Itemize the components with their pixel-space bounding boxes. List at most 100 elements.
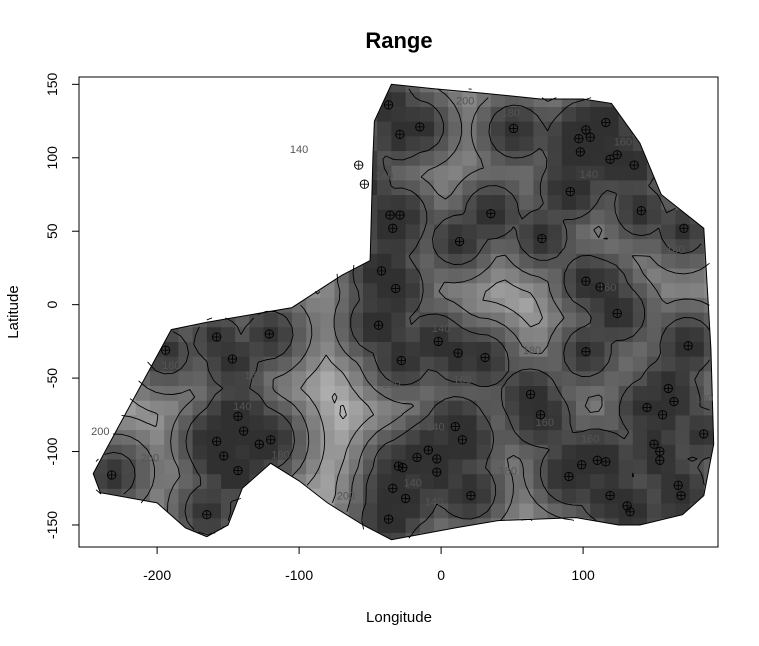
- raster-cell: [604, 458, 620, 475]
- raster-cell: [703, 356, 714, 372]
- sample-point: [395, 129, 405, 139]
- raster-cell: [377, 194, 392, 210]
- raster-cell: [178, 312, 194, 328]
- raster-cell: [277, 502, 293, 519]
- raster-cell: [391, 253, 407, 269]
- raster-cell: [206, 473, 222, 489]
- raster-cell: [547, 223, 563, 240]
- raster-cell: [206, 165, 222, 181]
- raster-cell: [391, 502, 407, 519]
- raster-cell: [306, 444, 321, 460]
- raster-cell: [263, 121, 279, 137]
- raster-cell: [150, 135, 165, 152]
- raster-cell: [150, 84, 165, 93]
- raster-cell: [490, 150, 506, 166]
- raster-cell: [547, 84, 563, 93]
- raster-cell: [462, 121, 478, 137]
- raster-cell: [363, 473, 378, 489]
- sample-point: [219, 451, 229, 461]
- raster-cell: [391, 488, 407, 504]
- raster-cell: [703, 370, 714, 387]
- raster-cell: [647, 267, 662, 284]
- raster-cell: [547, 297, 563, 313]
- raster-cell: [334, 179, 350, 196]
- raster-cell: [561, 297, 577, 313]
- raster-cell: [618, 458, 634, 475]
- raster-cell: [348, 223, 364, 240]
- raster-cell: [93, 253, 94, 269]
- raster-cell: [391, 106, 407, 122]
- raster-cell: [107, 121, 123, 137]
- raster-cell: [292, 326, 307, 342]
- raster-cell: [604, 238, 620, 254]
- raster-cell: [405, 238, 421, 254]
- raster-cell: [689, 209, 705, 225]
- raster-cell: [93, 209, 108, 225]
- raster-cell: [164, 179, 179, 196]
- raster-cell: [561, 209, 577, 225]
- raster-cell: [363, 502, 378, 519]
- x-tick-label: -200: [143, 567, 171, 583]
- raster-cell: [448, 150, 463, 166]
- raster-cell: [547, 385, 563, 401]
- raster-cell: [490, 121, 506, 137]
- raster-cell: [476, 121, 492, 137]
- raster-cell: [490, 341, 506, 357]
- raster-cell: [647, 238, 662, 254]
- raster-cell: [661, 532, 676, 540]
- raster-cell: [377, 209, 392, 225]
- raster-cell: [192, 209, 208, 225]
- raster-cell: [121, 135, 137, 152]
- raster-cell: [348, 341, 364, 357]
- raster-cell: [249, 341, 265, 357]
- raster-cell: [476, 385, 492, 401]
- raster-cell: [221, 532, 236, 540]
- raster-cell: [533, 165, 549, 181]
- raster-cell: [150, 253, 165, 269]
- sample-point: [454, 236, 465, 247]
- raster-cell: [221, 91, 236, 107]
- raster-cell: [448, 91, 463, 107]
- raster-cell: [192, 179, 208, 196]
- raster-cell: [277, 400, 293, 416]
- raster-cell: [561, 106, 577, 122]
- raster-cell: [561, 326, 577, 342]
- raster-cell: [93, 385, 108, 401]
- raster-cell: [661, 106, 676, 122]
- sample-point: [679, 223, 689, 233]
- sample-point: [581, 125, 591, 135]
- raster-cell: [505, 385, 520, 401]
- raster-cell: [178, 165, 194, 181]
- raster-cell: [93, 91, 94, 107]
- raster-cell: [632, 385, 648, 401]
- raster-cell: [476, 429, 492, 445]
- raster-cell: [476, 370, 492, 387]
- sample-point: [433, 336, 443, 347]
- raster-cell: [107, 458, 123, 475]
- raster-cell: [419, 444, 435, 460]
- raster-cell: [135, 517, 151, 533]
- raster-cell: [334, 209, 350, 225]
- raster-cell: [434, 488, 449, 504]
- raster-cell: [306, 84, 321, 93]
- raster-cell: [377, 473, 392, 489]
- raster-cell: [320, 532, 336, 540]
- raster-cell: [448, 385, 463, 401]
- sample-point: [432, 454, 442, 464]
- raster-cell: [448, 326, 463, 342]
- raster-cell: [405, 84, 421, 93]
- raster-cell: [93, 517, 94, 533]
- raster-cell: [206, 400, 222, 416]
- raster-cell: [661, 326, 676, 342]
- raster-cell: [405, 106, 421, 122]
- raster-cell: [363, 385, 378, 401]
- raster-cell: [135, 473, 151, 489]
- raster-cell: [618, 91, 634, 107]
- raster-cell: [547, 414, 563, 431]
- raster-cell: [263, 238, 279, 254]
- raster-cell: [221, 209, 236, 225]
- raster-cell: [93, 135, 94, 152]
- raster-cell: [93, 458, 108, 475]
- raster-cell: [363, 356, 378, 372]
- raster-cell: [675, 223, 691, 240]
